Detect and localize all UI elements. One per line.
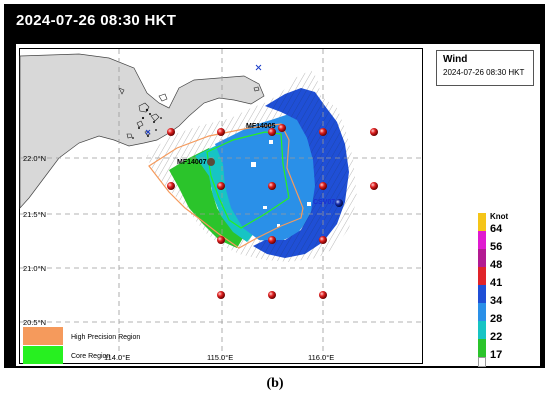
x-markers bbox=[145, 64, 262, 135]
station-label-ship: CSV07 bbox=[313, 199, 335, 206]
info-box-label: Wind bbox=[443, 54, 468, 65]
high-precision-label: High Precision Region bbox=[71, 334, 140, 341]
core-region-outline bbox=[206, 131, 290, 229]
legend-color-48 bbox=[478, 249, 486, 267]
legend-level-34: 34 bbox=[490, 295, 503, 307]
lon-label-114: 114.0°E bbox=[104, 353, 130, 362]
legend-unit: Knot bbox=[490, 212, 509, 221]
coastline bbox=[19, 53, 265, 209]
lat-label-22: 22.0°N bbox=[23, 154, 46, 163]
legend-level-17: 17 bbox=[490, 349, 503, 361]
island-cluster bbox=[132, 108, 162, 139]
wind-map[interactable]: 22.0°N 21.5°N 21.0°N 20.5°N 114.0°E 115.… bbox=[19, 48, 423, 364]
figure-frame: 2024-07-26 08:30 HKT bbox=[4, 4, 545, 368]
legend-level-41: 41 bbox=[490, 277, 503, 289]
info-box: Wind 2024-07-26 08:30 HKT bbox=[436, 50, 534, 86]
legend-level-28: 28 bbox=[490, 313, 503, 325]
legend-color-17 bbox=[478, 339, 486, 357]
legend-level-48: 48 bbox=[490, 259, 503, 271]
core-label: Core Region bbox=[71, 353, 110, 360]
data-gaps bbox=[251, 140, 311, 227]
wind-band-17 bbox=[169, 148, 243, 248]
legend-color-28 bbox=[478, 303, 486, 321]
legend-color-41 bbox=[478, 267, 486, 285]
figure-caption: (b) bbox=[266, 376, 284, 391]
lat-label-20.5: 20.5°N bbox=[23, 318, 46, 327]
legend-level-56: 56 bbox=[490, 241, 503, 253]
lon-label-116: 116.0°E bbox=[308, 353, 334, 362]
legend-level-64: 64 bbox=[490, 223, 503, 235]
graticule bbox=[20, 49, 422, 363]
lat-label-21.5: 21.5°N bbox=[23, 210, 46, 219]
legend-color-64 bbox=[478, 213, 486, 231]
high-precision-swatch bbox=[23, 327, 63, 345]
legend-color-56 bbox=[478, 231, 486, 249]
station-label-mf1: MF14005 bbox=[246, 123, 276, 130]
legend-color-34 bbox=[478, 285, 486, 303]
core-swatch bbox=[23, 346, 63, 364]
legend-color-22 bbox=[478, 321, 486, 339]
map-panel: 22.0°N 21.5°N 21.0°N 20.5°N 114.0°E 115.… bbox=[16, 44, 540, 369]
info-box-time: 2024-07-26 08:30 HKT bbox=[443, 68, 525, 77]
legend-color-calm bbox=[478, 357, 486, 367]
map-title: 2024-07-26 08:30 HKT bbox=[16, 12, 177, 29]
legend-level-22: 22 bbox=[490, 331, 503, 343]
lat-label-21: 21.0°N bbox=[23, 264, 46, 273]
station-label-mf2: MF14007 bbox=[177, 159, 207, 166]
station-markers[interactable] bbox=[167, 124, 378, 299]
wind-band-28 bbox=[215, 114, 317, 242]
lon-label-115: 115.0°E bbox=[207, 353, 233, 362]
high-precision-region-outline bbox=[148, 123, 304, 249]
wind-speed-legend: Knot 64 56 48 41 34 28 22 17 bbox=[476, 209, 516, 369]
